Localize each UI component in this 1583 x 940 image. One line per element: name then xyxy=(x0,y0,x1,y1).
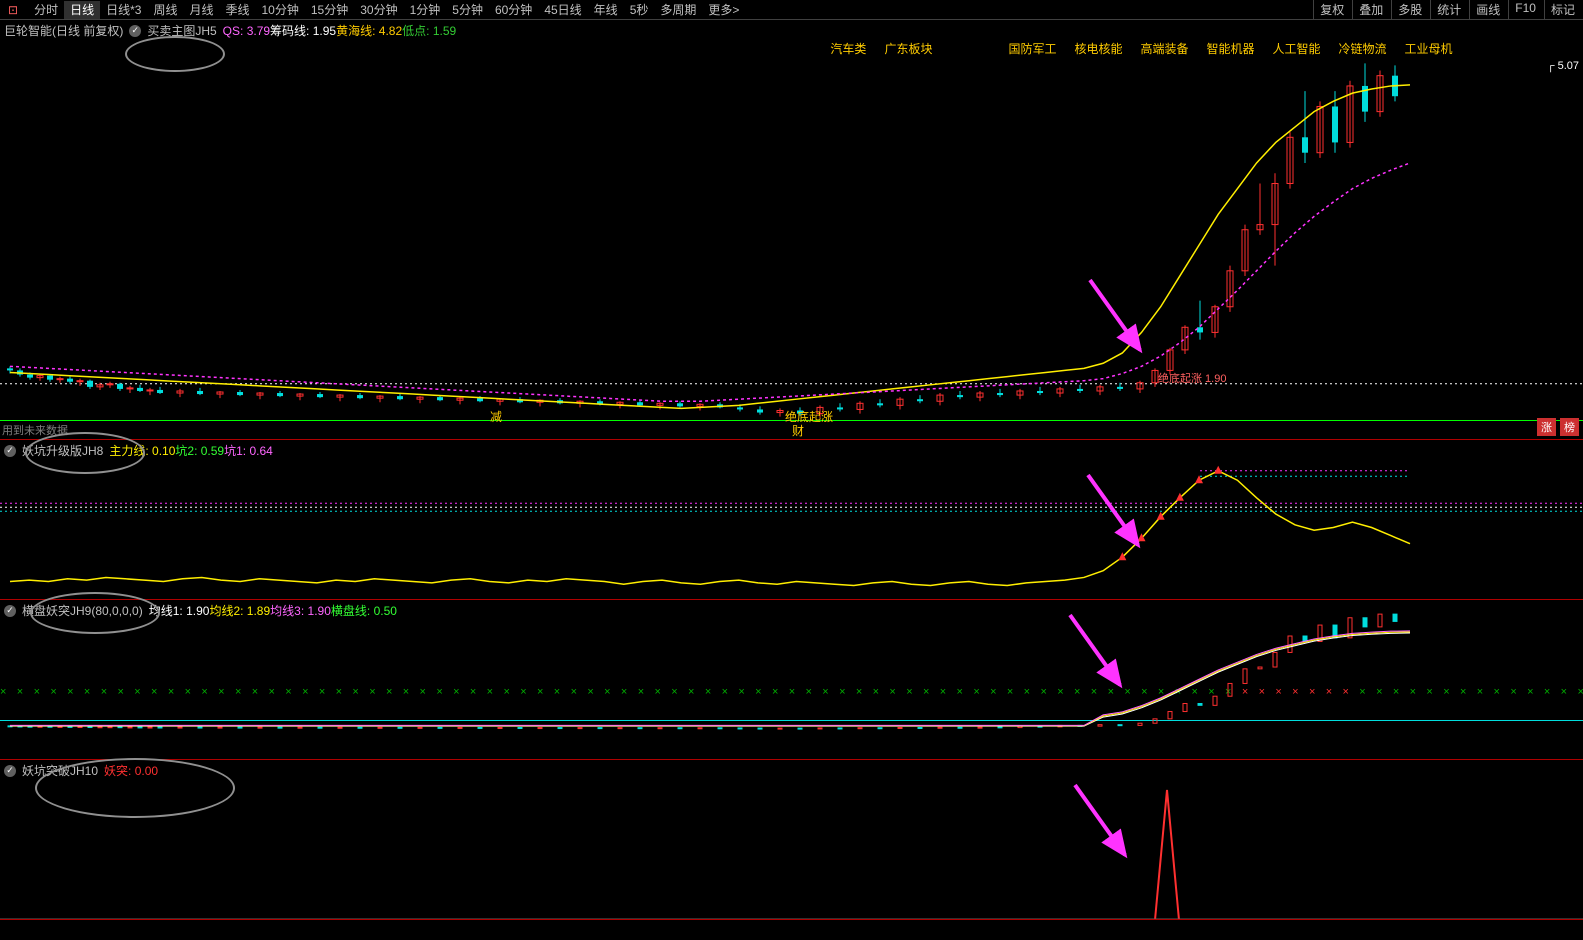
ind2-name: 横盘妖突JH9(80,0,0,0) xyxy=(22,602,143,619)
legend-item: 均线1: 1.90 xyxy=(149,604,210,618)
ind3-legend: ✓ 妖坑突破JH10 妖突: 0.00 xyxy=(4,762,158,779)
check-icon[interactable]: ✓ xyxy=(4,605,16,617)
tool-tab[interactable]: 统计 xyxy=(1430,0,1467,20)
check-icon[interactable]: ✓ xyxy=(4,445,16,457)
legend-item: 坑1: 0.64 xyxy=(224,444,273,458)
indicator-panel-1[interactable]: ✓ 妖坑升级版JH8 主力线: 0.10坑2: 0.59坑1: 0.64 xyxy=(0,440,1583,600)
timeframe-tab[interactable]: 日线*3 xyxy=(100,1,147,19)
ind3-name: 妖坑突破JH10 xyxy=(22,762,98,779)
timeframe-tab[interactable]: 45日线 xyxy=(538,1,587,19)
legend-item: 均线2: 1.89 xyxy=(209,604,270,618)
indicator-panel-2[interactable]: ✓ 横盘妖突JH9(80,0,0,0) 均线1: 1.90均线2: 1.89均线… xyxy=(0,600,1583,760)
check-icon[interactable]: ✓ xyxy=(129,25,141,37)
ind2-legend: ✓ 横盘妖突JH9(80,0,0,0) 均线1: 1.90均线2: 1.89均线… xyxy=(4,602,397,619)
timeframe-tab[interactable]: 月线 xyxy=(183,1,219,19)
timeframe-tab[interactable]: 60分钟 xyxy=(489,1,538,19)
ind1-chart xyxy=(0,440,1583,599)
legend-item: 均线3: 1.90 xyxy=(270,604,331,618)
ind2-chart xyxy=(0,600,1583,759)
legend-item: 筹码线: 1.95 xyxy=(270,24,336,38)
ind3-chart xyxy=(0,760,1583,919)
timeframe-tab[interactable]: 周线 xyxy=(147,1,183,19)
legend-item: 妖突: 0.00 xyxy=(104,764,158,778)
timeframe-tab[interactable]: 15分钟 xyxy=(305,1,354,19)
tool-tab[interactable]: F10 xyxy=(1508,0,1542,20)
timeframe-tab[interactable]: 5秒 xyxy=(624,1,655,19)
timeframe-tab[interactable]: 多周期 xyxy=(654,1,702,19)
legend-item: 主力线: 0.10 xyxy=(109,444,175,458)
legend-item: QS: 3.79 xyxy=(223,24,270,38)
badge-zhang: 涨 xyxy=(1537,418,1556,436)
badge-bang: 榜 xyxy=(1560,418,1579,436)
timeframe-tab[interactable]: 季线 xyxy=(219,1,255,19)
high-price: ┌ 5.07 xyxy=(1547,60,1579,72)
stock-name: 巨轮智能(日线 前复权) xyxy=(4,22,123,39)
timeframe-tab[interactable]: 更多> xyxy=(702,1,745,19)
tool-tab[interactable]: 标记 xyxy=(1544,0,1581,20)
main-indicator-name: 买卖主图JH5 xyxy=(147,22,216,39)
timeframe-tab[interactable]: 分时 xyxy=(28,1,64,19)
timeframe-tab[interactable]: 年线 xyxy=(588,1,624,19)
timeframe-tab[interactable]: 1分钟 xyxy=(404,1,447,19)
tool-tab[interactable]: 画线 xyxy=(1469,0,1506,20)
right-badges: 涨 榜 xyxy=(1537,418,1579,436)
label-jdqz2: 绝底起涨 1.90 xyxy=(1158,370,1226,386)
legend-item: 黄海线: 4.82 xyxy=(336,24,402,38)
check-icon[interactable]: ✓ xyxy=(4,765,16,777)
indicator-panel-3[interactable]: ✓ 妖坑突破JH10 妖突: 0.00 xyxy=(0,760,1583,920)
ind1-name: 妖坑升级版JH8 xyxy=(22,442,103,459)
ind1-legend: ✓ 妖坑升级版JH8 主力线: 0.10坑2: 0.59坑1: 0.64 xyxy=(4,442,273,459)
tool-tab[interactable]: 多股 xyxy=(1391,0,1428,20)
legend-item: 横盘线: 0.50 xyxy=(331,604,397,618)
timeframe-tab[interactable]: 日线 xyxy=(64,1,100,19)
label-jian: 减 xyxy=(490,408,502,425)
main-chart-panel[interactable]: 巨轮智能(日线 前复权) ✓ 买卖主图JH5 QS: 3.79筹码线: 1.95… xyxy=(0,20,1583,440)
candlestick-chart xyxy=(0,20,1583,439)
tool-tab[interactable]: 叠加 xyxy=(1352,0,1389,20)
timeframe-tab[interactable]: 5分钟 xyxy=(446,1,489,19)
legend-item: 低点: 1.59 xyxy=(402,24,456,38)
legend-item: 坑2: 0.59 xyxy=(175,444,224,458)
tab-indicator-icon[interactable]: ⊡ xyxy=(2,1,24,19)
timeframe-toolbar: ⊡ 分时日线日线*3周线月线季线10分钟15分钟30分钟1分钟5分钟60分钟45… xyxy=(0,0,1583,20)
tool-tab[interactable]: 复权 xyxy=(1313,0,1350,20)
timeframe-tab[interactable]: 10分钟 xyxy=(256,1,305,19)
main-legend: 巨轮智能(日线 前复权) ✓ 买卖主图JH5 QS: 3.79筹码线: 1.95… xyxy=(4,22,456,39)
label-cai: 财 xyxy=(792,422,804,439)
timeframe-tab[interactable]: 30分钟 xyxy=(354,1,403,19)
